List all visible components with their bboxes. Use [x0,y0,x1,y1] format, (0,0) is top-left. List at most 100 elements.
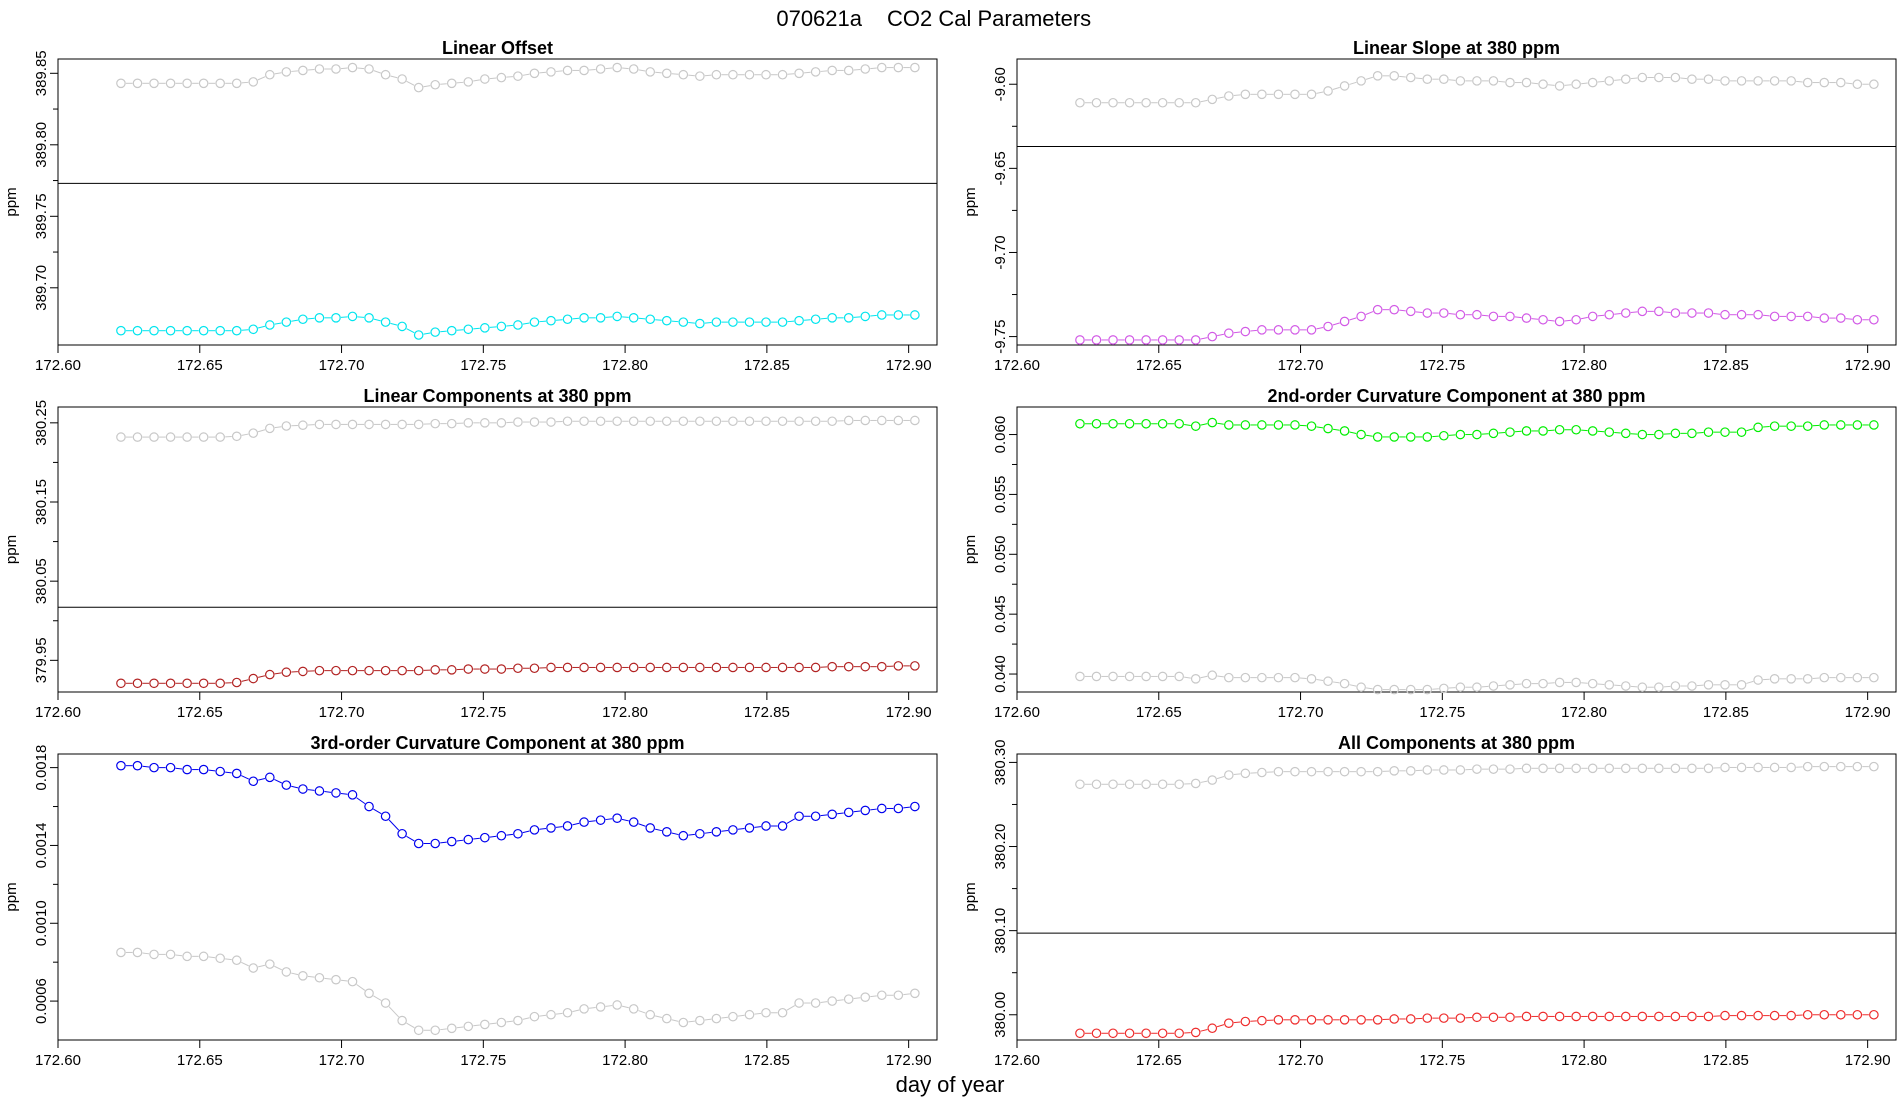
panel-title: Linear Components at 380 ppm [363,386,631,406]
data-point [1455,682,1466,693]
data-point [1306,89,1317,100]
series-connector [638,317,646,320]
data-point [645,67,656,77]
series-connector [638,69,646,72]
data-point [1339,766,1350,777]
data-point [595,64,606,74]
data-point [860,805,871,816]
data-point [579,662,589,673]
series-connector [274,426,282,429]
data-point [910,310,920,320]
data-point [1786,762,1796,773]
data-point [1604,763,1615,774]
data-point [744,1009,755,1020]
chart-panel-2: Linear Slope at 380 ppm 172.60 172.65 172.7… [962,38,1897,374]
y-tick-label: 380.20 [992,824,1009,870]
y-axis-label: ppm [962,882,979,911]
data-point [1521,678,1532,689]
data-point [1273,1015,1284,1025]
data-point [149,678,159,689]
data-point [910,661,920,671]
series-connector [1217,333,1225,337]
series-connector [373,808,382,815]
panel-title: Linear Slope at 380 ppm [1353,38,1560,58]
data-point [1141,97,1151,108]
series-connector [1713,79,1721,81]
data-point [744,662,755,673]
data-point [1703,74,1714,84]
series-connector [1233,773,1241,776]
data-point [1190,335,1201,345]
series-connector [1233,331,1241,334]
data-point [1538,426,1548,436]
data-point [231,955,242,966]
data-point [1670,681,1681,691]
data-point [876,310,887,320]
data-point [1091,671,1102,682]
data-point [463,77,474,87]
data-point [446,78,457,89]
series-connector [1531,318,1539,320]
data-point [1157,97,1168,108]
data-point [1869,79,1879,90]
series-connector [274,322,282,325]
series-connector [291,70,298,72]
y-tick-label: 389.75 [33,193,50,239]
data-point [661,827,672,837]
data-point [1439,765,1449,775]
data-point [1687,74,1697,84]
data-point [1141,671,1151,682]
series-connector [1547,84,1555,86]
data-point [761,821,771,831]
data-point [1736,427,1747,437]
series-connector [638,1010,646,1014]
series-connector [837,999,844,1002]
data-point [463,324,474,335]
plot-frame [1016,406,1897,693]
chart-panel-3: Linear Components at 380 ppm 172.60 172.65… [3,386,938,721]
series-connector [655,319,662,321]
data-point [1852,761,1863,772]
data-point [265,959,275,969]
series-connector [1184,676,1191,679]
series-connector [555,70,563,72]
data-point [1521,763,1532,774]
data-point [231,325,242,336]
data-point [546,417,556,427]
data-point [1108,335,1118,345]
plot-frame [57,58,938,346]
data-point [413,419,424,430]
data-point [1819,761,1830,772]
data-point [1108,97,1118,108]
series-connector [406,328,415,334]
data-point [1174,671,1184,682]
data-point [116,947,126,958]
series-connector [1812,316,1820,319]
data-point [1075,335,1085,345]
data-point [794,416,804,427]
data-point [1091,1028,1102,1039]
x-tick-label: 172.65 [1136,704,1182,721]
x-tick-label: 172.85 [744,704,790,721]
data-point [1108,779,1118,790]
x-tick-label: 172.60 [35,704,81,721]
data-point [314,313,325,323]
series-connector [853,810,861,813]
series-connector [555,319,563,321]
data-point [446,665,457,675]
chart-panel-1: Linear Offset 172.60 172.65 172.70 172.75 172… [3,38,938,374]
data-point [463,834,474,845]
data-point [397,828,407,839]
data-point [397,665,407,676]
series-connector [307,975,315,978]
series-connector [1630,77,1638,80]
data-point [843,994,854,1004]
x-tick-label: 172.90 [1845,357,1891,374]
data-point [827,65,837,76]
series-connector [1216,1024,1225,1028]
series-connector [837,812,844,815]
data-point [1835,77,1846,88]
data-point [529,1011,540,1022]
data-point [1488,76,1499,86]
